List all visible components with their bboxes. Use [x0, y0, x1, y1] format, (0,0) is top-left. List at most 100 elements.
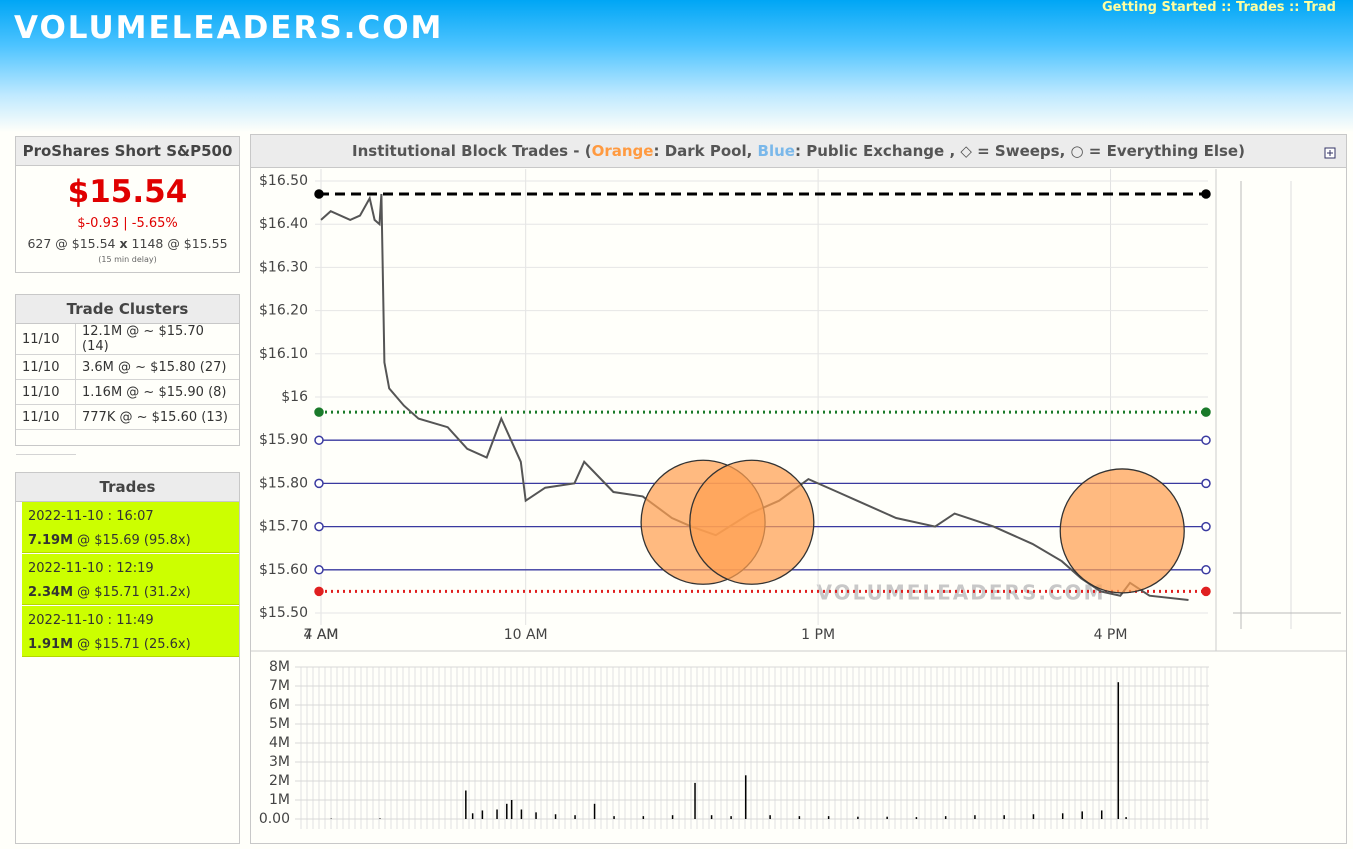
y-tick-label: $15.60 [259, 562, 308, 578]
trade-size: 7.19M [28, 533, 74, 548]
trade-datetime: 2022-11-10 : 16:07 [28, 509, 154, 524]
level-marker [314, 189, 324, 199]
level-marker [1201, 586, 1211, 597]
level-marker [1201, 189, 1211, 199]
quote-change: $-0.93 | -5.65% [77, 216, 178, 231]
volume-bar [744, 775, 747, 819]
y-tick-label: $16.10 [259, 346, 308, 362]
trade-item: 2022-11-10 : 11:49 1.91M @ $15.71 (25.6x) [22, 606, 239, 657]
nav-link[interactable]: Trad [1303, 0, 1336, 15]
watermark: VOLUMELEADERS.COM [816, 581, 1105, 605]
trade-item: 2022-11-10 : 12:19 2.34M @ $15.71 (31.2x) [22, 554, 239, 605]
title-part: : Dark Pool, [653, 142, 758, 160]
x-tick-label: 10 AM [504, 627, 548, 643]
volume-bar [974, 815, 976, 819]
y-tick-label: 8M [269, 659, 290, 675]
level-marker [314, 435, 324, 445]
volume-bar [915, 817, 918, 819]
trades-title: Trades [16, 473, 239, 502]
title-part: : Public Exchange , ◇ = Sweeps, ○ = Ever… [794, 142, 1245, 160]
chart-panel: Institutional Block Trades - (Orange: Da… [250, 134, 1347, 844]
trade-size: 1.91M [28, 637, 74, 652]
volume-bar [510, 800, 513, 819]
volume-bar [471, 813, 474, 819]
volume-bar [798, 816, 801, 819]
nav-link[interactable]: Getting Started [1102, 0, 1217, 15]
volume-bar [481, 810, 484, 819]
trade-detail: @ $15.69 (95.8x) [77, 533, 191, 548]
y-tick-label: $16.30 [259, 259, 308, 275]
expand-icon[interactable] [1324, 147, 1336, 159]
trades-panel: Trades 2022-11-10 : 16:07 7.19M @ $15.69 … [15, 472, 240, 844]
volume-bar [593, 803, 596, 819]
cluster-row [16, 429, 239, 455]
volume-bar [671, 815, 674, 819]
volume-bar [1032, 814, 1035, 819]
clusters-table: 11/10 12.1M @ ~ $15.70 (14) 11/10 3.6M @ ~ … [16, 324, 239, 455]
title-part: Institutional Block Trades - ( [352, 142, 592, 160]
nav-separator: :: [1289, 0, 1300, 15]
volume-bar [886, 816, 888, 819]
quote-name: ProShares Short S&P500 [16, 137, 239, 166]
bid: 627 @ $15.54 [27, 236, 116, 251]
y-tick-label: 5M [269, 716, 290, 732]
trade-bubble[interactable] [689, 459, 815, 585]
nav: Getting Started :: Trades :: Trad [1102, 0, 1336, 15]
volume-bar [1125, 817, 1127, 819]
trade-size: 2.34M [28, 585, 74, 600]
trade-detail: @ $15.71 (25.6x) [77, 637, 191, 652]
cluster-row: 11/10 1.16M @ ~ $15.90 (8) [16, 379, 239, 405]
y-tick-label: 1M [269, 792, 290, 808]
x-tick-label: 1 PM [801, 627, 835, 643]
volume-bar [857, 816, 859, 819]
level-marker [314, 521, 324, 532]
level-marker [314, 586, 324, 597]
level-marker [1201, 435, 1211, 445]
x-tick-label: 7 AM [303, 627, 338, 643]
y-tick-label: 6M [269, 697, 290, 713]
level-marker [314, 565, 324, 575]
volume-bar [520, 809, 523, 819]
volume-bar [535, 812, 537, 819]
trade-line: 1.91M @ $15.71 (25.6x) [28, 634, 233, 658]
y-tick-label: $16.40 [259, 216, 308, 232]
charts: VOLUMELEADERS.COM 4 AM7 AM 10 AM 1 PM 4 PM $… [251, 147, 1346, 829]
volume-bar [506, 803, 508, 819]
volume-bar [1117, 682, 1120, 819]
cluster-date: 11/10 [16, 379, 76, 405]
volume-bar [944, 816, 947, 819]
volume-bar [465, 790, 467, 819]
y-tick-label: 7M [269, 678, 290, 694]
volume-bar [574, 815, 576, 819]
cluster-date: 11/10 [16, 324, 76, 355]
nav-link[interactable]: Trades [1236, 0, 1285, 15]
cluster-row: 11/10 3.6M @ ~ $15.80 (27) [16, 354, 239, 380]
cluster-date: 11/10 [16, 404, 76, 430]
cluster-info: 12.1M @ ~ $15.70 (14) [75, 324, 239, 355]
logo[interactable]: VOLUMELEADERS.COM [14, 10, 444, 46]
trade-bubble[interactable] [1059, 468, 1185, 594]
level-marker [1201, 478, 1211, 489]
volume-bar [613, 816, 615, 819]
level-marker [314, 407, 324, 417]
y-tick-label: $15.70 [259, 519, 308, 535]
ask: 1148 @ $15.55 [131, 236, 228, 251]
y-tick-label: 2M [269, 773, 290, 789]
y-tick-label: $16.50 [259, 173, 308, 189]
chart-title: Institutional Block Trades - (Orange: Da… [251, 135, 1346, 168]
cross: x [119, 236, 128, 251]
y-tick-label: 0.00 [259, 811, 290, 827]
bid-ask: 627 @ $15.54 x 1148 @ $15.55 [16, 236, 239, 251]
volume-bar [496, 809, 498, 819]
volume-bar [694, 782, 696, 819]
level-marker [314, 478, 324, 489]
trade-line: 2.34M @ $15.71 (31.2x) [28, 582, 233, 606]
y-tick-label: 3M [269, 754, 290, 770]
trade-item: 2022-11-10 : 16:07 7.19M @ $15.69 (95.8x) [22, 502, 239, 553]
volume-bar [710, 815, 713, 819]
volume-bar [1081, 811, 1083, 819]
nav-separator: :: [1221, 0, 1232, 15]
x-tick-label: 4 AM [303, 627, 338, 643]
clusters-panel: Trade Clusters 11/10 12.1M @ ~ $15.70 (14… [15, 294, 240, 455]
